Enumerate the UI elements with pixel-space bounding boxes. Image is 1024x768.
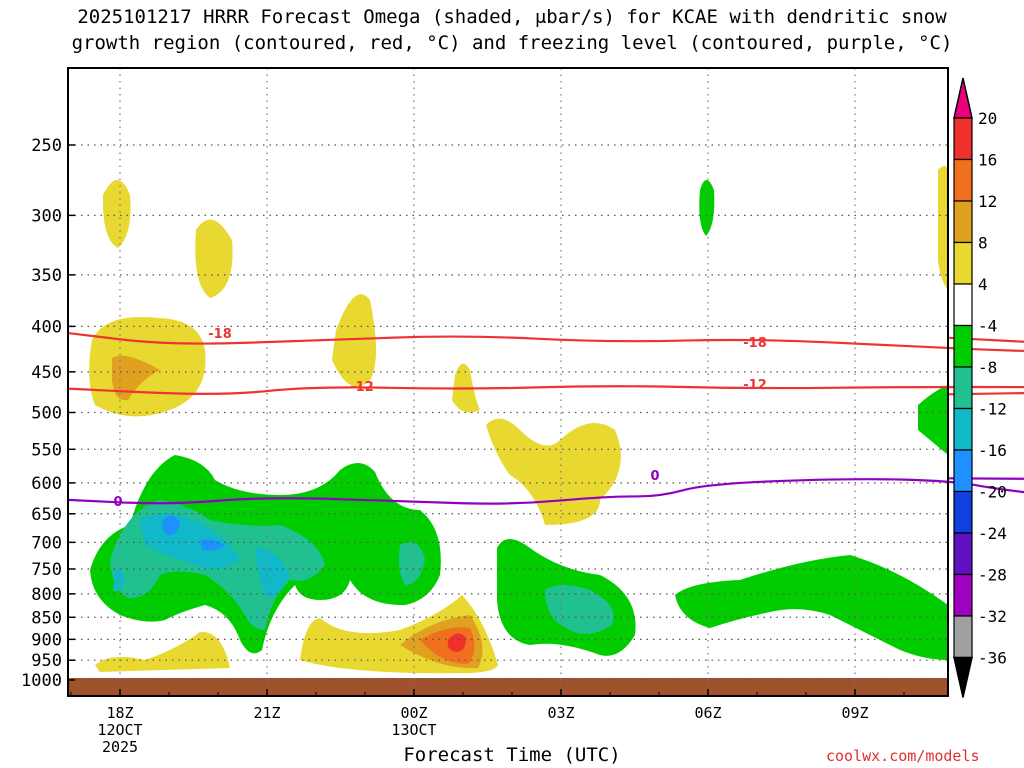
y-axis: 2503003504004505005506006507007508008509… — [21, 136, 75, 691]
omega-area-yellow — [332, 294, 376, 387]
y-tick-label: 750 — [31, 560, 62, 580]
omega-area-green — [918, 385, 948, 455]
x-tick-label: 09Z — [841, 704, 868, 722]
chart-title-line2: growth region (contoured, red, °C) and f… — [71, 32, 953, 54]
contour-label: -18 — [208, 327, 232, 342]
colorbar: 20 16 12 8 4 -4 -8 -12 -16 -20 -24 -28 -32 -36 — [953, 77, 1007, 698]
y-tick-label: 400 — [31, 317, 62, 337]
colorbar-segment — [953, 573, 973, 617]
colorbar-segment — [953, 283, 973, 327]
contour-label: 0 — [113, 495, 122, 510]
contour-lines: -18 -18 -12 -12 0 0 — [67, 327, 1024, 510]
y-tick-label: 550 — [31, 440, 62, 460]
chart-title-line1: 2025101217 HRRR Forecast Omega (shaded, … — [77, 6, 947, 28]
omega-area-yellow — [95, 631, 230, 672]
colorbar-arrow-top — [953, 77, 973, 119]
y-tick-label: 900 — [31, 630, 62, 650]
omega-area-yellow — [195, 219, 233, 298]
y-tick-label: 350 — [31, 266, 62, 286]
colorbar-arrow-bottom — [953, 656, 973, 698]
contour-line — [67, 385, 1024, 396]
y-tick-label: 850 — [31, 608, 62, 628]
x-tick-label: 21Z — [253, 704, 280, 722]
x-tick-label: 00Z — [400, 704, 427, 722]
plot-frame — [67, 67, 949, 697]
colorbar-segment — [953, 366, 973, 410]
credit-text: coolwx.com/models — [826, 747, 980, 765]
contour-label: -12 — [743, 378, 767, 393]
omega-area-orange — [112, 355, 160, 401]
colorbar-segment — [953, 117, 973, 161]
colorbar-label: -16 — [978, 441, 1007, 460]
omega-area-cyan — [113, 568, 125, 592]
colorbar-label: -32 — [978, 607, 1007, 626]
colorbar-segment — [953, 200, 973, 244]
y-tick-label: 500 — [31, 404, 62, 424]
omega-area-teal — [398, 542, 425, 585]
y-tick-label: 300 — [31, 206, 62, 226]
colorbar-segment — [953, 449, 973, 493]
y-tick-label: 800 — [31, 585, 62, 605]
colorbar-segment — [953, 324, 973, 368]
omega-area-yellow — [938, 166, 948, 290]
omega-area-yellow — [102, 180, 131, 248]
colorbar-label: 20 — [978, 109, 997, 128]
colorbar-label: -28 — [978, 566, 1007, 585]
x-tick-label: 18Z — [106, 704, 133, 722]
colorbar-segment — [953, 158, 973, 202]
colorbar-label: -36 — [978, 649, 1007, 668]
omega-area-green — [699, 180, 715, 236]
y-tick-label: 450 — [31, 363, 62, 383]
omega-area-cyan — [255, 547, 290, 598]
y-tick-label: 1000 — [21, 671, 62, 691]
colorbar-segment — [953, 407, 973, 451]
omega-area-red — [447, 633, 466, 652]
x-tick-date: 12OCT — [97, 721, 142, 739]
contour-label: -18 — [743, 336, 767, 351]
surface-ground — [68, 678, 948, 696]
colorbar-label: 4 — [978, 275, 988, 294]
colorbar-label: -4 — [978, 317, 997, 336]
colorbar-segment — [953, 615, 973, 659]
colorbar-segment — [953, 490, 973, 534]
grid-lines — [68, 68, 948, 696]
colorbar-label: -8 — [978, 358, 997, 377]
y-tick-label: 250 — [31, 136, 62, 156]
colorbar-label: 12 — [978, 192, 997, 211]
y-tick-label: 950 — [31, 651, 62, 671]
contour-line — [67, 331, 1024, 353]
y-tick-label: 650 — [31, 505, 62, 525]
contour-label: -12 — [350, 380, 374, 395]
x-axis-title: Forecast Time (UTC) — [403, 744, 621, 766]
omega-area-teal — [545, 585, 614, 634]
contour-line — [67, 477, 1024, 505]
x-tick-label: 03Z — [547, 704, 574, 722]
colorbar-segment — [953, 532, 973, 576]
colorbar-label: -12 — [978, 400, 1007, 419]
omega-area-green — [675, 555, 948, 660]
x-tick-year: 2025 — [102, 738, 138, 756]
contour-label: 0 — [650, 469, 659, 484]
y-tick-label: 600 — [31, 474, 62, 494]
colorbar-segment — [953, 241, 973, 285]
colorbar-label: -24 — [978, 524, 1007, 543]
colorbar-label: -20 — [978, 483, 1007, 502]
y-tick-label: 700 — [31, 533, 62, 553]
omega-area-blue — [162, 515, 180, 535]
colorbar-label: 16 — [978, 151, 997, 170]
x-tick-label: 06Z — [694, 704, 721, 722]
x-tick-date: 13OCT — [391, 721, 436, 739]
colorbar-label: 8 — [978, 234, 988, 253]
